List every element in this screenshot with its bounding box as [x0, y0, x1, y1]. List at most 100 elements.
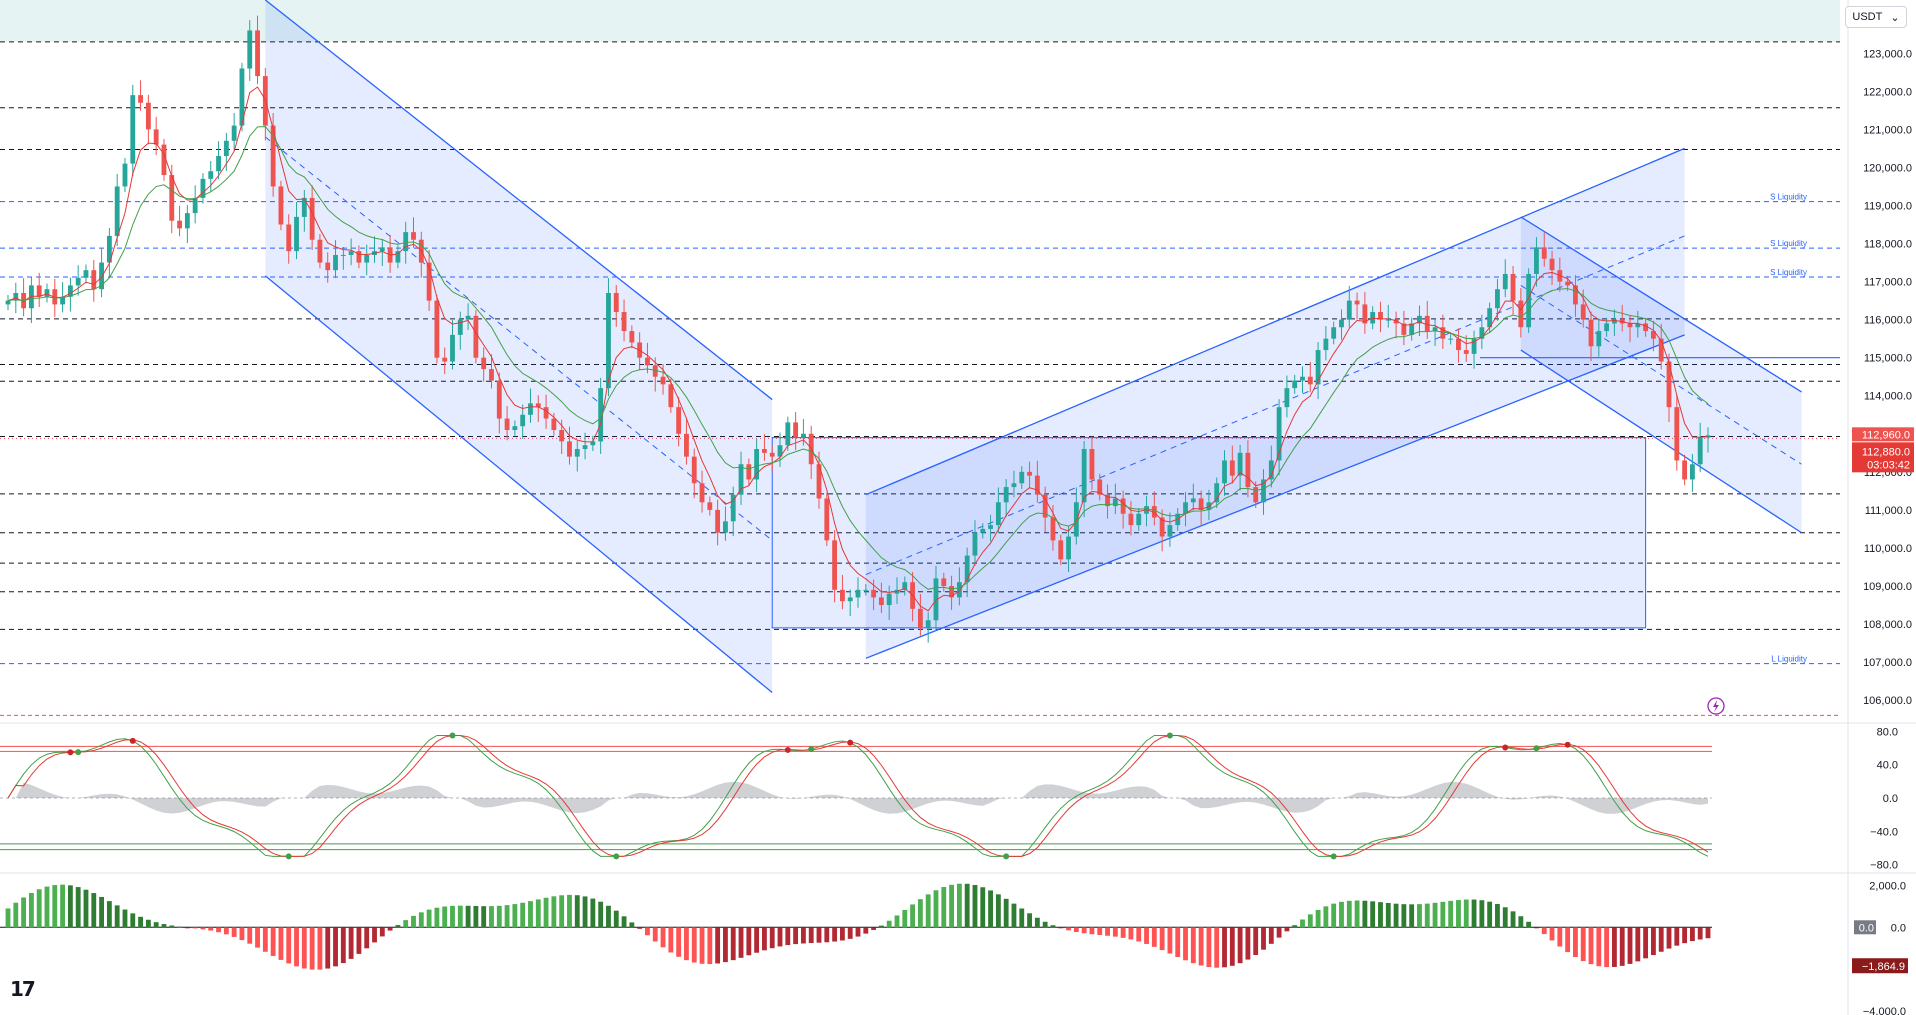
candle-body: [1354, 300, 1360, 305]
histogram-bar: [1183, 927, 1188, 961]
histogram-bar: [738, 927, 744, 958]
histogram-bar: [1401, 904, 1407, 928]
histogram-bar: [1604, 927, 1610, 968]
histogram-bar: [200, 927, 206, 930]
candle-body: [1276, 407, 1282, 461]
candle-body: [1549, 258, 1555, 271]
candle-body: [114, 186, 120, 236]
candle-body: [964, 555, 970, 583]
candle-body: [528, 403, 533, 415]
histogram-bar: [1112, 927, 1118, 937]
tradingview-logo-icon[interactable]: 17: [10, 977, 36, 1001]
currency-select[interactable]: USDT ⌄: [1845, 6, 1907, 28]
histogram-bar: [543, 897, 549, 928]
price-tick-label: 120,000.0: [1863, 162, 1912, 174]
histogram-bar: [839, 927, 845, 941]
candle-body: [1253, 487, 1259, 503]
histogram-bar: [457, 905, 463, 928]
candle-body: [184, 213, 190, 229]
candle-body: [980, 528, 986, 533]
candle-body: [1502, 273, 1508, 290]
candle-body: [1034, 475, 1040, 495]
histogram-bar: [730, 927, 736, 961]
candle-body: [1456, 338, 1461, 351]
candle-body: [1580, 304, 1586, 320]
histogram-bar: [1284, 927, 1290, 932]
price-tick-label: 119,000.0: [1864, 200, 1912, 212]
histogram-bar: [629, 922, 635, 928]
histogram-bar: [972, 884, 978, 928]
histogram-bar: [1619, 927, 1625, 966]
candle-body: [270, 125, 276, 187]
candle-body: [535, 403, 541, 408]
candle-body: [1401, 323, 1407, 335]
candle-body: [208, 171, 214, 179]
histogram-bar: [582, 896, 588, 928]
candle-body: [1011, 483, 1017, 488]
histogram-bar: [1362, 900, 1368, 928]
histogram-bar: [145, 919, 151, 928]
histogram-bar: [1253, 927, 1259, 956]
histogram-zero-badge-label: 0.0: [1859, 922, 1874, 934]
histogram-bar: [184, 927, 190, 929]
candle-body: [52, 289, 58, 305]
histogram-bar: [379, 927, 385, 937]
candle-body: [652, 365, 658, 377]
candle-body: [1518, 300, 1524, 328]
histogram-bar: [1565, 927, 1571, 953]
histogram-bar: [988, 890, 993, 928]
candle-body: [1331, 327, 1337, 339]
histogram-bar: [1689, 927, 1695, 942]
channel-ascending-upper: [865, 147, 1685, 496]
candle-body: [340, 254, 346, 256]
price-tick-label: 121,000.0: [1863, 124, 1912, 136]
candle-body: [317, 239, 323, 263]
histogram-bar: [1058, 927, 1064, 929]
candle-body: [629, 331, 635, 343]
histogram-bar: [364, 927, 370, 949]
price-tick-label: 109,000.0: [1863, 581, 1912, 593]
cross-dot: [285, 853, 292, 860]
histogram-bar: [878, 925, 884, 928]
histogram-bar: [1339, 901, 1344, 928]
candle-body: [1284, 388, 1290, 408]
candle-body: [1385, 319, 1391, 321]
histogram-bar: [1354, 900, 1360, 928]
histogram-bar: [917, 899, 923, 928]
histogram-bar: [1011, 903, 1017, 928]
histogram-bar: [995, 894, 1001, 928]
histogram-bar: [473, 905, 479, 928]
histogram-bar: [239, 927, 245, 941]
oscillator-tick-label: 0.0: [1883, 793, 1898, 805]
histogram-bar: [1222, 927, 1227, 968]
histogram-bar: [528, 901, 533, 928]
histogram-bar: [1089, 927, 1095, 935]
liquidity-label: L Liquidity: [1771, 655, 1807, 664]
channel-ascending: [865, 148, 1685, 659]
candle-body: [684, 433, 689, 457]
candle-body: [1495, 289, 1500, 309]
histogram-bar: [1518, 916, 1524, 928]
candle-body: [1370, 312, 1376, 324]
histogram-bar: [1167, 927, 1173, 954]
candle-body: [1066, 536, 1071, 560]
candle-body: [1245, 452, 1251, 488]
histogram-bar: [1081, 927, 1087, 934]
histogram-bar: [1136, 927, 1142, 942]
histogram-bar: [426, 909, 432, 928]
candle-body: [738, 464, 744, 495]
histogram-bar: [1471, 899, 1477, 928]
price-tick-label: 108,000.0: [1863, 619, 1912, 631]
histogram-bar: [325, 927, 331, 969]
candle-body: [325, 262, 331, 271]
candle-body: [1112, 498, 1118, 507]
candle-body: [1393, 319, 1399, 324]
candle-body: [1027, 471, 1032, 476]
candle-body: [1604, 323, 1610, 332]
candle-body: [1315, 350, 1321, 385]
histogram-bar: [723, 927, 728, 963]
candle-body: [1237, 452, 1243, 476]
histogram-bar: [1456, 900, 1461, 928]
candle-body: [551, 418, 557, 430]
